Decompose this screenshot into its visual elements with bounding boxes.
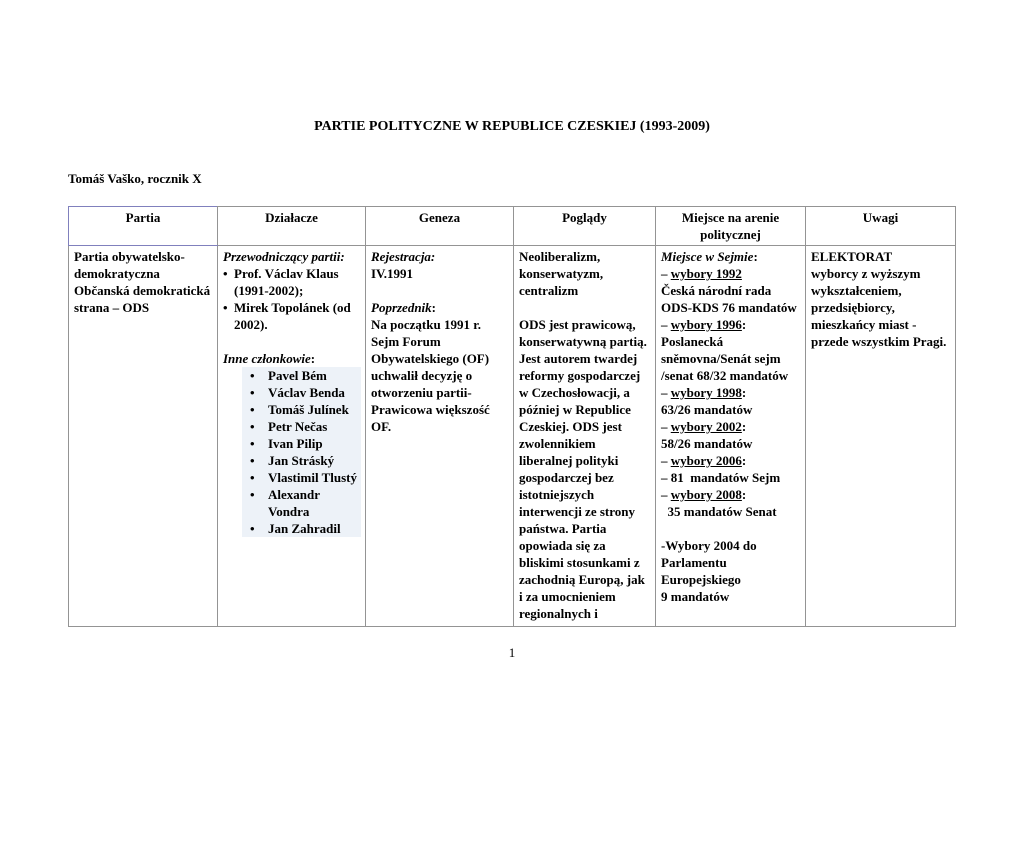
cell-geneza: Rejestracja: IV.1991 Poprzednik: Na pocz…	[365, 245, 514, 627]
registration-value: IV.1991	[371, 266, 414, 281]
member-item: • Tomáš Julínek	[250, 402, 349, 417]
election-entry: – wybory 2002: 58/26 mandatów	[661, 418, 801, 452]
bullet-icon: •	[250, 402, 255, 417]
election-entry-head: – wybory 2006:	[661, 453, 747, 468]
predecessor-label: Poprzednik:	[371, 300, 437, 315]
electorate-note: ELEKTORAT wyborcy z wyższym wykształceni…	[811, 249, 947, 349]
election-entry-result: – 81 mandatów Sejm	[661, 470, 781, 485]
ideology-keywords: Neoliberalizm, konserwatyzm, centralizm	[519, 249, 604, 298]
election-entry: – wybory 1992 Česká národní rada ODS-KDS…	[661, 265, 801, 316]
election-entry-result: 35 mandatów Senat	[661, 504, 777, 519]
author-line: Tomáš Vaško, rocznik X	[68, 171, 202, 186]
predecessor-text: Na początku 1991 r. Sejm Forum Obywatels…	[371, 317, 494, 434]
election-entry: – wybory 2006: – 81 mandatów Sejm	[661, 452, 801, 486]
party-name: Partia obywatelsko-demokratyczna Občansk…	[74, 249, 211, 315]
document-page: PARTIE POLITYCZNE W REPUBLICE CZESKIEJ (…	[0, 119, 1024, 661]
bullet-icon: •	[250, 385, 255, 400]
bullet-icon: •	[250, 487, 255, 502]
euro-elections-note: -Wybory 2004 do Parlamentu Europejskiego…	[661, 538, 757, 604]
spacer	[223, 333, 361, 350]
chairman-list: • Prof. Václav Klaus (1991-2002); • Mirek …	[223, 265, 361, 333]
election-entry-result: Poslanecká sněmovna/Senát sejm /senat 68…	[661, 334, 789, 383]
member-list: • Pavel Bém • Václav Benda • Tomáš Julínek …	[242, 367, 361, 537]
cell-partia: Partia obywatelsko-demokratyczna Občansk…	[68, 245, 218, 627]
member-item: • Jan Zahradil	[250, 521, 341, 536]
cell-poglady: Neoliberalizm, konserwatyzm, centralizm …	[513, 245, 656, 627]
member-item: • Pavel Bém	[250, 368, 327, 383]
bullet-icon: •	[250, 419, 255, 434]
spacer	[519, 299, 651, 316]
bullet-icon: •	[250, 521, 255, 536]
col-header-geneza: Geneza	[365, 206, 514, 246]
member-item: • Petr Nečas	[250, 419, 328, 434]
bullet-icon: •	[250, 436, 255, 451]
election-entry: – wybory 1996: Poslanecká sněmovna/Senát…	[661, 316, 801, 384]
ideology-description: ODS jest prawicową, konserwatywną partią…	[519, 317, 647, 621]
registration-label: Rejestracja:	[371, 249, 436, 264]
bullet-icon: •	[250, 368, 255, 383]
parties-table: Partia Działacze Geneza Poglądy Miejsce …	[68, 206, 956, 627]
chairman-item: • Prof. Václav Klaus (1991-2002);	[223, 266, 339, 298]
cell-miejsce: Miejsce w Sejmie: – wybory 1992 Česká ná…	[655, 245, 806, 627]
bullet-icon: •	[250, 470, 255, 485]
spacer	[661, 520, 801, 537]
election-entry-result: Česká národní rada ODS-KDS 76 mandatów	[661, 283, 797, 315]
election-entry-head: – wybory 2002:	[661, 419, 747, 434]
col-header-miejsce: Miejsce na arenie politycznej	[655, 206, 806, 246]
election-entry-head: – wybory 1996:	[661, 317, 747, 332]
col-header-poglady: Poglądy	[513, 206, 656, 246]
chairman-heading: Przewodniczący partii:	[223, 249, 345, 264]
table-header-row: Partia Działacze Geneza Poglądy Miejsce …	[68, 206, 956, 246]
member-item: • Ivan Pilip	[250, 436, 323, 451]
chairman-item: • Mirek Topolánek (od 2002).	[223, 300, 351, 332]
election-entry-head: – wybory 1998:	[661, 385, 747, 400]
member-item: • Jan Stráský	[250, 453, 335, 468]
bullet-icon: •	[223, 300, 228, 315]
cell-uwagi: ELEKTORAT wyborcy z wyższym wykształceni…	[805, 245, 956, 627]
election-entry: – wybory 2008: 35 mandatów Senat	[661, 486, 801, 520]
members-heading: Inne członkowie:	[223, 351, 316, 366]
member-item: • Alexandr Vondra	[250, 487, 320, 519]
election-entry-result: 58/26 mandatów	[661, 436, 753, 451]
bullet-icon: •	[223, 266, 228, 281]
col-header-dzialacze: Działacze	[217, 206, 366, 246]
member-item: • Václav Benda	[250, 385, 345, 400]
page-title: PARTIE POLITYCZNE W REPUBLICE CZESKIEJ (…	[314, 119, 710, 134]
sejm-heading: Miejsce w Sejmie:	[661, 249, 758, 264]
page-number: 1	[508, 645, 516, 660]
bullet-icon: •	[250, 453, 255, 468]
election-entry-head: – wybory 1992	[661, 266, 742, 281]
col-header-partia: Partia	[68, 206, 218, 246]
col-header-uwagi: Uwagi	[805, 206, 956, 246]
spacer	[371, 282, 509, 299]
table-row: Partia obywatelsko-demokratyczna Občansk…	[68, 245, 956, 627]
election-entry-head: – wybory 2008:	[661, 487, 747, 502]
cell-dzialacze: Przewodniczący partii: • Prof. Václav Kla…	[217, 245, 366, 627]
member-item: • Vlastimil Tlustý	[250, 470, 357, 485]
election-entry-result: 63/26 mandatów	[661, 402, 753, 417]
election-entry: – wybory 1998: 63/26 mandatów	[661, 384, 801, 418]
